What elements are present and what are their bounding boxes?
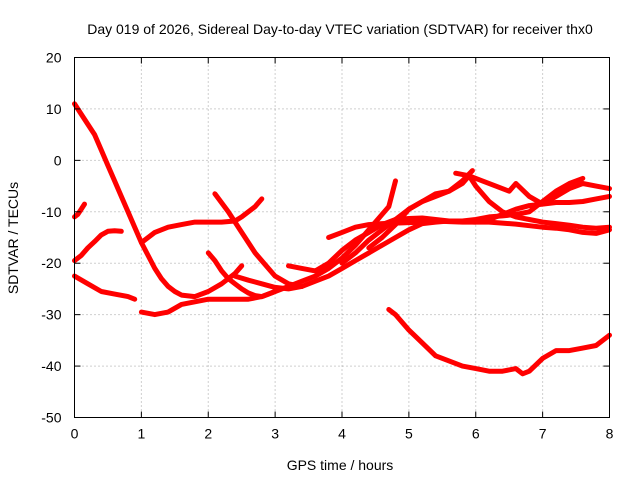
y-tick-label: 10 xyxy=(46,101,62,117)
x-tick-label: 1 xyxy=(137,426,145,442)
chart-title: Day 019 of 2026, Sidereal Day-to-day VTE… xyxy=(87,21,593,37)
x-tick-label: 0 xyxy=(71,426,79,442)
x-tick-label: 2 xyxy=(204,426,212,442)
series-line-arc-6 xyxy=(138,289,278,318)
x-tick-label: 4 xyxy=(338,426,346,442)
y-tick-label: 20 xyxy=(46,50,62,66)
series-line-arc-14 xyxy=(386,307,612,377)
x-tick-label: 8 xyxy=(606,426,614,442)
x-axis-title: GPS time / hours xyxy=(287,457,394,473)
y-axis-title: SDTVAR / TECUs xyxy=(5,182,21,294)
axis-ticks xyxy=(74,57,610,418)
x-tick-label: 3 xyxy=(271,426,279,442)
series-line-arc-12 xyxy=(339,173,612,266)
x-tick-labels: 0 1 2 3 4 5 6 7 8 xyxy=(71,426,614,442)
y-tick-label: -40 xyxy=(41,358,61,374)
series-line-arc-3 xyxy=(72,228,124,264)
y-tick-label: -30 xyxy=(41,307,61,323)
y-tick-label: -50 xyxy=(41,410,61,426)
series-line-arc-15 xyxy=(453,170,612,207)
grid-lines xyxy=(74,57,610,418)
x-tick-label: 7 xyxy=(539,426,547,442)
x-tick-label: 5 xyxy=(405,426,413,442)
x-tick-label: 6 xyxy=(472,426,480,442)
y-tick-labels: 20 10 0 -10 -20 -30 -40 -50 xyxy=(41,50,61,426)
series-line-arc-1 xyxy=(72,101,245,300)
data-series xyxy=(72,101,612,377)
series-line-arc-9 xyxy=(232,193,612,292)
series-line-arc-5 xyxy=(138,196,265,246)
y-tick-label: -20 xyxy=(41,255,61,271)
series-line-arc-11 xyxy=(326,218,612,240)
series-line-arc-2 xyxy=(72,201,87,220)
y-tick-label: -10 xyxy=(41,204,61,220)
series-line-arc-13 xyxy=(366,168,475,251)
y-tick-label: 0 xyxy=(54,152,62,168)
series-line-arc-4 xyxy=(72,273,138,302)
series-line-arc-8 xyxy=(212,191,305,289)
